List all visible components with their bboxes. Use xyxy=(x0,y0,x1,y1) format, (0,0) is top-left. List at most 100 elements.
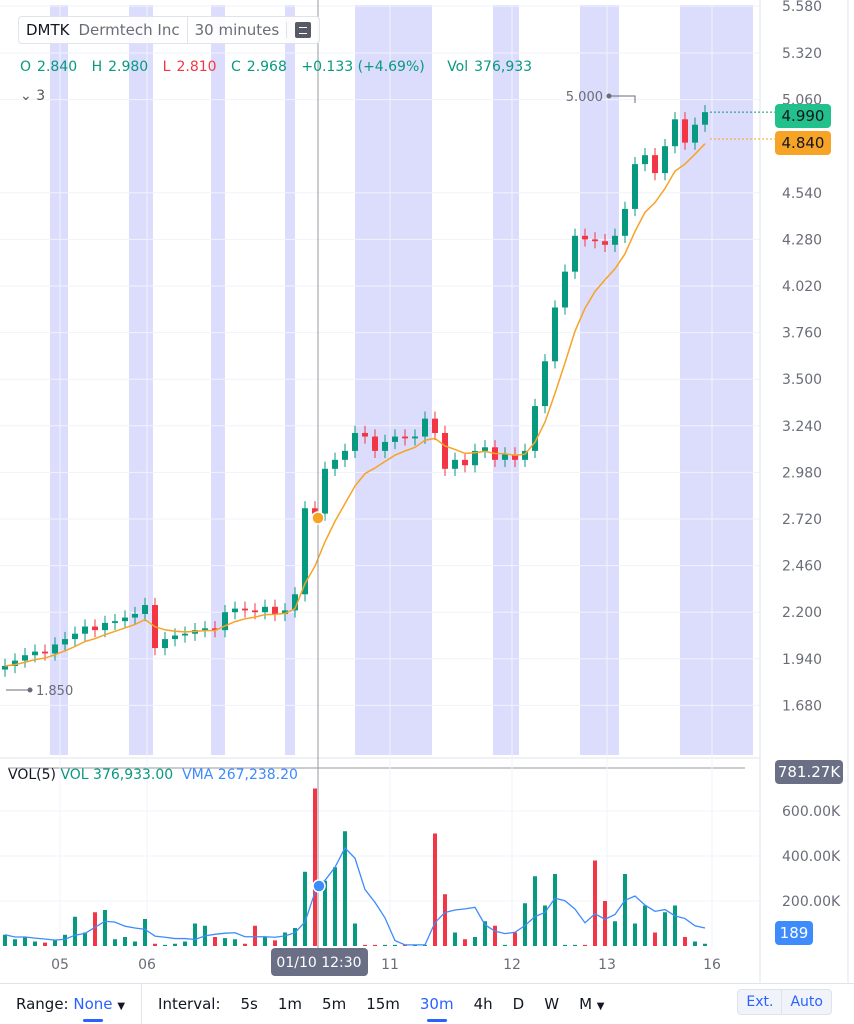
candle xyxy=(12,660,18,666)
candle xyxy=(162,639,168,649)
candle xyxy=(662,146,668,174)
candle xyxy=(32,651,38,656)
volume-bar xyxy=(693,941,697,946)
low-label: L xyxy=(162,59,171,75)
candle xyxy=(142,605,148,614)
volume-bar xyxy=(563,944,567,946)
candle xyxy=(352,432,358,451)
volume-bar xyxy=(253,925,257,946)
change-value: +0.133 (+4.69%) xyxy=(301,59,425,75)
volume-bar xyxy=(643,905,647,946)
volume-bar xyxy=(73,916,77,946)
auto-button[interactable]: Auto xyxy=(781,990,831,1014)
volume-bar xyxy=(273,940,277,946)
candle xyxy=(652,155,658,174)
candle xyxy=(172,635,178,640)
time-tick-label: 16 xyxy=(703,957,721,973)
candle xyxy=(672,119,678,147)
volume-bar xyxy=(213,937,217,946)
candle xyxy=(262,606,268,613)
candle xyxy=(702,112,708,125)
extended-hours-band xyxy=(129,5,153,755)
candle xyxy=(182,633,188,636)
price-chart[interactable]: 5.5805.3205.0604.5404.2804.0203.7603.500… xyxy=(0,0,854,983)
volume-bar xyxy=(483,921,487,946)
caret-down-icon: ▼ xyxy=(117,1001,126,1012)
crosshair-vma-dot xyxy=(312,879,326,893)
ohlc-legend: O 2.840 H 2.980 L 2.810 C 2.968 +0.133 (+4.6… xyxy=(20,59,542,75)
volume-bar xyxy=(653,932,657,946)
menu-icon[interactable] xyxy=(295,22,312,38)
volume-bar xyxy=(293,928,297,946)
candle xyxy=(312,508,318,514)
volume-bar xyxy=(533,876,537,946)
candle xyxy=(412,436,418,439)
candle xyxy=(382,441,388,451)
candle xyxy=(52,644,58,654)
price-tick-label: 3.240 xyxy=(782,419,822,435)
volume-bar xyxy=(183,941,187,946)
price-tick-label: 5.320 xyxy=(782,46,822,62)
interval-label[interactable]: 30 minutes xyxy=(186,17,287,43)
crosshair-ma-dot xyxy=(311,511,325,525)
caret-down-icon: ▼ xyxy=(596,1001,605,1012)
candle xyxy=(642,155,648,165)
range-selector[interactable]: Range: None ▼ xyxy=(0,995,135,1013)
volume-bar xyxy=(93,912,97,946)
open-label: O xyxy=(20,59,32,75)
ext-button[interactable]: Ext. xyxy=(746,994,774,1010)
volume-bar xyxy=(333,867,337,946)
indicators-toggle[interactable]: ⌄ 3 xyxy=(20,88,45,104)
range-value[interactable]: None xyxy=(73,995,113,1013)
interval-1m[interactable]: 1m xyxy=(277,995,303,1013)
volume-bar xyxy=(523,903,527,946)
candle xyxy=(92,626,98,631)
candle xyxy=(402,436,408,439)
price-tick-label: 4.280 xyxy=(782,232,822,248)
high-marker-label: 5.000 xyxy=(566,90,603,105)
volume-bar xyxy=(543,905,547,946)
interval-d[interactable]: D xyxy=(512,995,525,1013)
volume-bar xyxy=(583,944,587,946)
candle xyxy=(292,594,298,611)
interval-30m[interactable]: 30m xyxy=(410,995,464,1022)
extended-hours-band xyxy=(680,5,753,755)
candle xyxy=(392,436,398,442)
volume-bar xyxy=(363,944,367,946)
vma-value: VMA 267,238.20 xyxy=(182,767,298,783)
bottom-toolbar: Range: None ▼ Interval: 5s 1m 5m 15m 30m… xyxy=(0,983,854,1024)
price-tick-label: 2.720 xyxy=(782,512,822,528)
volume-bar xyxy=(473,937,477,946)
candle xyxy=(372,436,378,451)
volume-bar xyxy=(33,941,37,946)
price-tick-label: 2.460 xyxy=(782,559,822,575)
price-tick-label: 3.500 xyxy=(782,372,822,388)
symbol-legend[interactable]: DMTK Dermtech Inc 30 minutes xyxy=(18,16,321,44)
time-tick-label: 12 xyxy=(503,957,521,973)
candle xyxy=(282,610,288,614)
interval-w[interactable]: W xyxy=(544,995,560,1013)
volume-tick-label: 600.00K xyxy=(782,804,841,820)
vma-line xyxy=(4,846,706,946)
volume-bar xyxy=(573,944,577,946)
volume-bar xyxy=(383,944,387,946)
volume-bar xyxy=(613,921,617,946)
volume-bar xyxy=(313,788,317,946)
interval-5s[interactable]: 5s xyxy=(240,995,258,1013)
candle xyxy=(252,610,258,613)
volume-bar xyxy=(663,912,667,946)
candle xyxy=(592,239,598,242)
interval-15m[interactable]: 15m xyxy=(366,995,400,1013)
candle xyxy=(232,608,238,613)
candle xyxy=(422,418,428,437)
extended-hours-band xyxy=(285,5,295,755)
volume-bar xyxy=(173,943,177,946)
close-label: C xyxy=(231,59,241,75)
interval-5m[interactable]: 5m xyxy=(322,995,347,1013)
volume-bar xyxy=(23,937,27,946)
interval-m[interactable]: M ▼ xyxy=(579,995,605,1013)
candle xyxy=(612,235,618,245)
interval-4h[interactable]: 4h xyxy=(473,995,493,1013)
candle xyxy=(452,459,458,469)
candle xyxy=(442,432,448,469)
